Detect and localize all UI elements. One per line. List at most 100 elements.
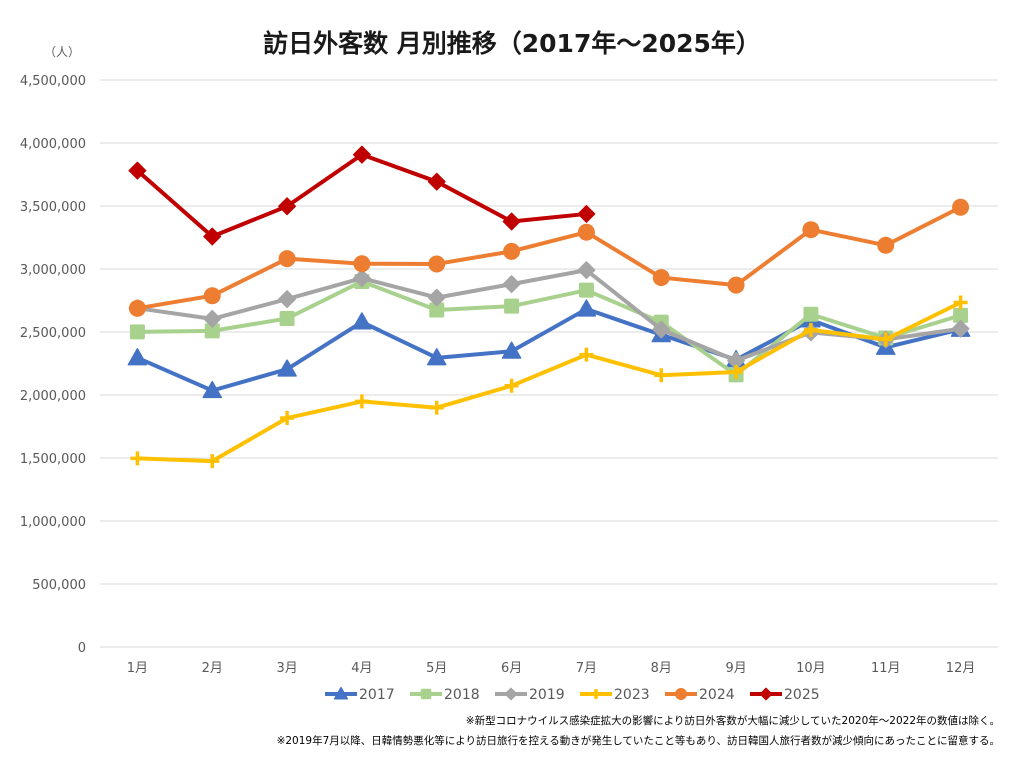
legend-marker-icon (504, 687, 518, 701)
series-2019 (128, 261, 970, 370)
legend-marker-icon (420, 688, 432, 700)
x-tick-label: 9月 (725, 661, 746, 676)
y-tick-label: 1,500,000 (20, 452, 86, 467)
series-line-2019 (135, 268, 963, 363)
x-tick-label: 4月 (351, 661, 372, 676)
data-point-2025 (427, 172, 446, 191)
data-point-2017 (576, 299, 597, 317)
data-point-2017 (501, 341, 522, 359)
data-point-2017 (127, 348, 148, 366)
series-line-2025 (135, 152, 589, 239)
data-point-2024 (652, 269, 670, 287)
x-tick-label: 1月 (127, 661, 148, 676)
data-point-2023 (729, 364, 744, 379)
data-point-2024 (353, 255, 371, 273)
y-tick-label: 3,500,000 (20, 200, 86, 215)
data-point-2017 (352, 312, 372, 330)
legend-item-2023: 2023 (580, 687, 650, 703)
x-axis-ticks: 1月 2月 3月 4月 5月 6月 7月 8月 9月 10月 11月 12月 (127, 661, 976, 676)
data-point-2025 (352, 145, 371, 164)
data-point-2017 (202, 380, 222, 399)
series-2017 (127, 299, 971, 399)
data-point-2023 (429, 400, 444, 415)
data-point-2018 (204, 323, 220, 339)
x-tick-label: 7月 (576, 661, 597, 676)
legend-label: 2017 (359, 687, 395, 703)
y-tick-label: 1,000,000 (20, 515, 86, 530)
data-point-2023 (953, 295, 968, 310)
data-point-2023 (878, 332, 893, 347)
data-point-2019 (652, 320, 671, 339)
data-point-2018 (279, 311, 295, 327)
data-point-2018 (129, 324, 145, 340)
legend-label: 2025 (784, 687, 820, 703)
footnote-korea: ※2019年7月以降、日韓情勢悪化等により訪日旅行を控える動きが発生していたこと… (277, 734, 1000, 747)
x-tick-label: 3月 (276, 661, 297, 676)
data-point-2019 (577, 261, 596, 280)
x-tick-label: 2月 (202, 661, 223, 676)
series-lines (127, 145, 971, 469)
legend-marker-icon (333, 686, 349, 700)
data-point-2024 (727, 276, 745, 294)
data-point-2023 (803, 322, 818, 337)
data-point-2023 (579, 347, 594, 362)
legend-marker-icon (675, 688, 687, 700)
data-point-2024 (503, 242, 521, 260)
data-point-2024 (577, 223, 595, 241)
data-point-2024 (802, 221, 820, 239)
legend: 2017 2018 2019 2023 2024 2025 (325, 686, 820, 703)
y-tick-label: 4,000,000 (20, 137, 86, 152)
data-point-2017 (277, 359, 297, 377)
data-point-2025 (278, 197, 297, 216)
data-point-2018 (504, 298, 520, 314)
legend-item-2018: 2018 (410, 687, 480, 703)
data-point-2017 (427, 348, 447, 366)
data-point-2018 (578, 282, 594, 298)
data-point-2025 (128, 161, 147, 180)
data-point-2019 (203, 309, 222, 328)
data-point-2025 (502, 212, 521, 231)
legend-label: 2018 (444, 687, 480, 703)
series-line-2023 (135, 300, 963, 464)
legend-item-2019: 2019 (495, 687, 565, 703)
legend-label: 2024 (699, 687, 735, 703)
data-point-2024 (952, 198, 970, 216)
legend-label: 2019 (529, 687, 565, 703)
series-2023 (130, 295, 968, 469)
series-line-2018 (135, 279, 963, 377)
data-point-2025 (203, 227, 222, 246)
y-tick-label: 0 (78, 641, 86, 656)
data-point-2019 (951, 319, 970, 338)
x-tick-label: 8月 (651, 661, 672, 676)
data-point-2023 (205, 454, 220, 469)
y-tick-label: 4,500,000 (20, 74, 86, 89)
series-2024 (128, 198, 970, 317)
y-axis-ticks: 0 500,000 1,000,000 1,500,000 2,000,000 2,500… (20, 74, 86, 656)
data-point-2023 (654, 368, 669, 383)
data-point-2018 (953, 307, 969, 323)
y-tick-label: 2,500,000 (20, 326, 86, 341)
y-axis-unit-label: （人） (44, 45, 80, 59)
data-point-2024 (428, 255, 446, 273)
data-point-2019 (352, 269, 371, 288)
data-point-2019 (502, 275, 521, 294)
x-tick-label: 10月 (796, 661, 826, 676)
x-tick-label: 6月 (501, 661, 522, 676)
y-tick-label: 3,000,000 (20, 263, 86, 278)
legend-item-2025: 2025 (750, 687, 820, 703)
data-point-2024 (278, 250, 296, 268)
data-point-2023 (354, 394, 369, 409)
series-line-2024 (135, 205, 963, 311)
footnote-covid: ※新型コロナウイルス感染症拡大の影響により訪日外客数が大幅に減少していた2020… (466, 714, 1000, 727)
y-tick-label: 2,000,000 (20, 389, 86, 404)
x-tick-label: 5月 (426, 661, 447, 676)
legend-label: 2023 (614, 687, 650, 703)
legend-marker-icon (591, 689, 601, 699)
data-point-2024 (128, 299, 146, 317)
data-point-2018 (803, 306, 819, 322)
series-line-2017 (135, 307, 963, 393)
data-point-2023 (280, 411, 295, 426)
data-point-2023 (130, 451, 145, 466)
data-point-2023 (504, 378, 519, 393)
